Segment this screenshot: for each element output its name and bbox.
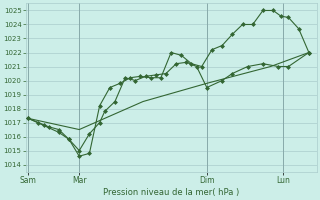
X-axis label: Pression niveau de la mer( hPa ): Pression niveau de la mer( hPa ) [103, 188, 239, 197]
